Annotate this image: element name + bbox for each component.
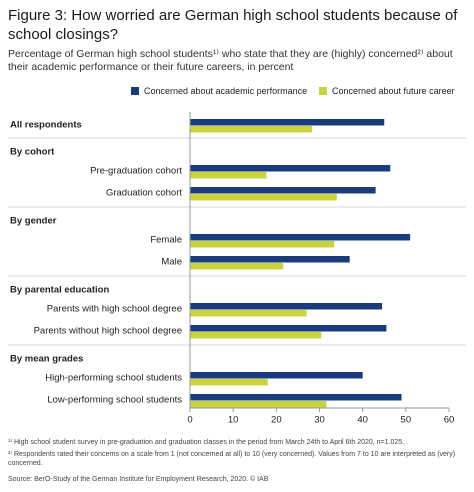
category-label: Parents without high school degree bbox=[34, 326, 182, 337]
legend-label: Concerned about future career bbox=[332, 86, 455, 96]
bar bbox=[190, 241, 335, 248]
chart-subtitle: Percentage of German high school student… bbox=[8, 48, 453, 73]
bar bbox=[190, 372, 363, 379]
group-title: By gender bbox=[10, 216, 57, 227]
bar bbox=[190, 119, 385, 126]
bar bbox=[190, 126, 313, 133]
group-title: All respondents bbox=[10, 120, 82, 131]
group-title: By parental education bbox=[10, 285, 109, 296]
category-label: Female bbox=[150, 235, 182, 246]
bar bbox=[190, 394, 402, 401]
bar bbox=[190, 303, 383, 310]
x-tick-label: 10 bbox=[228, 415, 239, 426]
legend-swatch bbox=[131, 87, 139, 95]
category-label: Male bbox=[161, 257, 182, 268]
bar bbox=[190, 234, 411, 241]
category-label: Parents with high school degree bbox=[47, 304, 182, 315]
x-tick-label: 40 bbox=[357, 415, 368, 426]
bar bbox=[190, 187, 376, 194]
legend-swatch bbox=[319, 87, 327, 95]
bar bbox=[190, 263, 284, 270]
bar bbox=[190, 256, 350, 263]
x-tick-label: 0 bbox=[187, 415, 192, 426]
footnote: ²⁾ Respondents rated their concerns on a… bbox=[8, 451, 456, 467]
group-title: By cohort bbox=[10, 147, 55, 158]
x-tick-label: 20 bbox=[271, 415, 282, 426]
group-title: By mean grades bbox=[10, 354, 83, 365]
x-tick-label: 50 bbox=[401, 415, 412, 426]
bar bbox=[190, 332, 322, 339]
chart-title: Figure 3: How worried are German high sc… bbox=[8, 7, 458, 43]
chart: Concerned about academic performance Conc… bbox=[8, 86, 466, 426]
x-tick-label: 30 bbox=[314, 415, 325, 426]
footnote: Source: BerO-Study of the German Institu… bbox=[8, 476, 269, 483]
bar bbox=[190, 194, 337, 201]
bar bbox=[190, 325, 387, 332]
bar bbox=[190, 401, 327, 408]
bar bbox=[190, 165, 391, 172]
footnote: ¹⁾ High school student survey in pre-gra… bbox=[8, 439, 405, 446]
category-label: Graduation cohort bbox=[106, 188, 182, 199]
bar bbox=[190, 310, 307, 317]
bar bbox=[190, 172, 267, 179]
legend-label: Concerned about academic performance bbox=[144, 86, 307, 96]
category-label: Low-performing school students bbox=[47, 395, 182, 406]
category-label: High-performing school students bbox=[45, 373, 182, 384]
category-label: Pre-graduation cohort bbox=[90, 166, 182, 177]
x-tick-label: 60 bbox=[444, 415, 455, 426]
bar bbox=[190, 379, 268, 386]
